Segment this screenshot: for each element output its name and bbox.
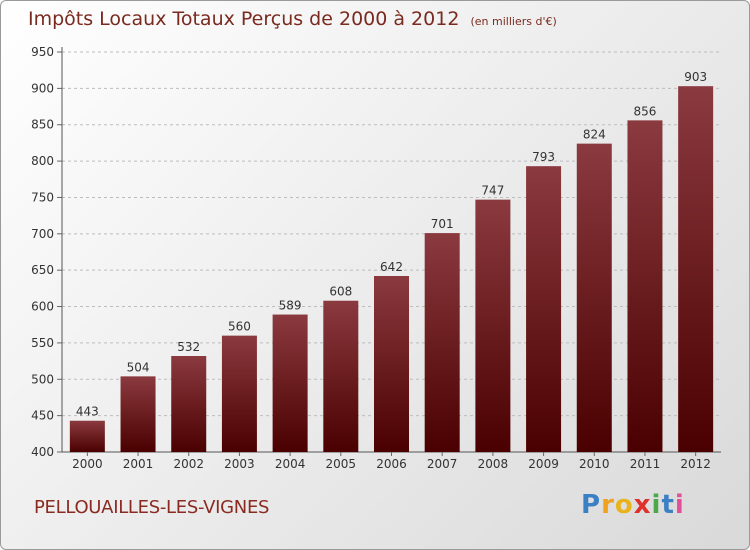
xtick-label-2003: 2003 xyxy=(224,457,255,471)
data-label-2012: 903 xyxy=(684,70,707,84)
xtick-label-2009: 2009 xyxy=(528,457,559,471)
xtick-label-2002: 2002 xyxy=(173,457,204,471)
ytick-label-650: 650 xyxy=(31,263,54,277)
chart-title-unit: (en milliers d'€) xyxy=(470,15,557,28)
bar-2000 xyxy=(69,420,105,452)
data-label-2011: 856 xyxy=(634,104,657,118)
xtick-label-2001: 2001 xyxy=(123,457,154,471)
xtick-label-2010: 2010 xyxy=(579,457,610,471)
bar-2010 xyxy=(576,143,612,453)
ytick-label-850: 850 xyxy=(31,118,54,132)
xtick-label-2004: 2004 xyxy=(275,457,306,471)
bar-2004 xyxy=(272,314,308,452)
bar-2002 xyxy=(171,356,207,452)
ytick-label-400: 400 xyxy=(31,445,54,459)
ytick-label-900: 900 xyxy=(31,81,54,95)
xtick-label-2012: 2012 xyxy=(680,457,711,471)
bar-2008 xyxy=(475,199,511,452)
bar-2011 xyxy=(627,120,663,452)
ytick-label-550: 550 xyxy=(31,336,54,350)
xtick-label-2000: 2000 xyxy=(72,457,103,471)
bar-2006 xyxy=(374,276,409,452)
bar-2005 xyxy=(323,300,359,452)
chart-title: Impôts Locaux Totaux Perçus de 2000 à 20… xyxy=(28,8,557,30)
bar-2001 xyxy=(120,376,156,452)
data-label-2002: 532 xyxy=(177,340,200,354)
bar-2007 xyxy=(424,233,460,452)
data-label-2003: 560 xyxy=(228,320,251,334)
ytick-label-750: 750 xyxy=(31,190,54,204)
ytick-label-450: 450 xyxy=(31,409,54,423)
xtick-label-2005: 2005 xyxy=(326,457,357,471)
ytick-label-600: 600 xyxy=(31,300,54,314)
data-label-2004: 589 xyxy=(279,299,302,313)
bar-2012 xyxy=(678,86,714,452)
ytick-label-700: 700 xyxy=(31,227,54,241)
ytick-label-950: 950 xyxy=(31,45,54,59)
bars xyxy=(69,86,714,453)
data-label-2007: 701 xyxy=(431,217,454,231)
xtick-label-2007: 2007 xyxy=(427,457,458,471)
ytick-label-800: 800 xyxy=(31,154,54,168)
data-label-2008: 747 xyxy=(481,184,504,198)
data-label-2001: 504 xyxy=(127,360,150,374)
data-label-2005: 608 xyxy=(329,285,352,299)
bar-2003 xyxy=(221,335,257,452)
data-label-2006: 642 xyxy=(380,260,403,274)
xtick-label-2006: 2006 xyxy=(376,457,407,471)
data-label-2009: 793 xyxy=(532,150,555,164)
data-label-2000: 443 xyxy=(76,405,99,419)
bar-2009 xyxy=(526,166,562,452)
ytick-label-500: 500 xyxy=(31,372,54,386)
chart-title-main: Impôts Locaux Totaux Perçus de 2000 à 20… xyxy=(28,8,460,30)
commune-name: PELLOUAILLES-LES-VIGNES xyxy=(34,497,270,518)
xtick-label-2008: 2008 xyxy=(478,457,509,471)
data-label-2010: 824 xyxy=(583,128,606,142)
proxiti-logo[interactable]: Proxiti xyxy=(581,490,685,520)
data-labels: 443 504 532 560 589 608 642 701 747 793 824 856 903 xyxy=(76,70,707,419)
xtick-label-2011: 2011 xyxy=(630,457,661,471)
